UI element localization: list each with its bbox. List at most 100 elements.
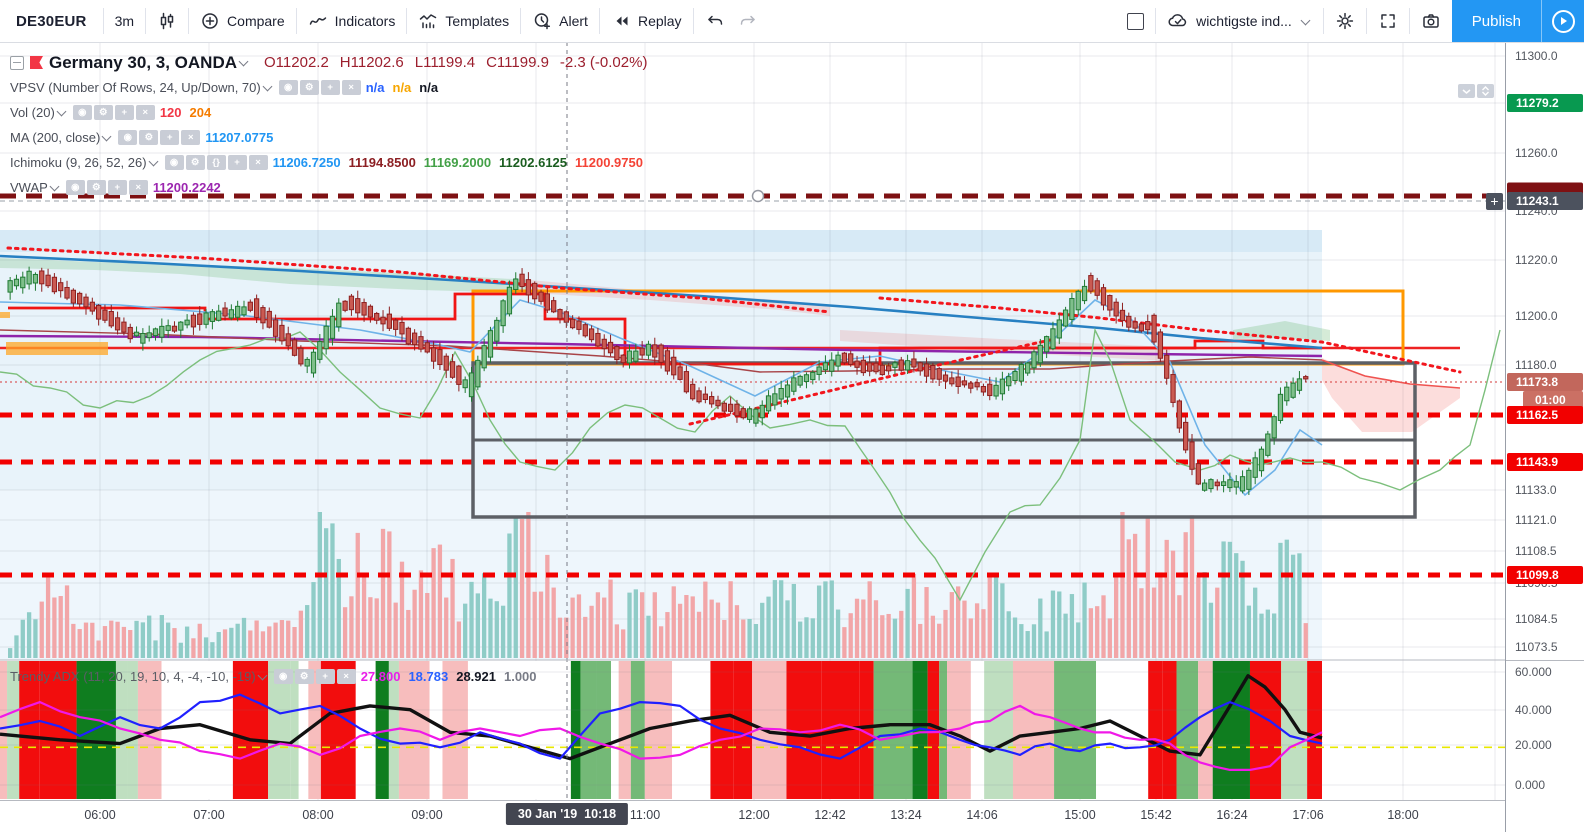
indicator-name[interactable]: Ichimoku (9, 26, 52, 26) (10, 155, 147, 170)
indicator-name[interactable]: MA (200, close) (10, 130, 101, 145)
settings-icon[interactable]: ⚙ (299, 80, 319, 95)
toolbar-separator (692, 8, 694, 34)
pane-maximize-button[interactable] (1477, 84, 1494, 98)
chart-style-button[interactable] (146, 0, 189, 42)
line-drag-handle[interactable] (751, 189, 765, 203)
price-level-label: 11173.8 (1507, 373, 1583, 391)
settings-icon[interactable]: ⚙ (86, 180, 106, 195)
layout-square-icon (1127, 12, 1145, 30)
braces-icon[interactable]: {} (206, 155, 226, 170)
compare-button[interactable]: Compare (189, 0, 296, 42)
symbol-title[interactable]: Germany 30, 3, OANDA (49, 52, 238, 72)
eye-icon[interactable]: ◉ (65, 180, 85, 195)
alert-button[interactable]: Alert (521, 0, 599, 42)
templates-button[interactable]: Templates (407, 0, 521, 42)
eye-icon[interactable]: ◉ (72, 105, 92, 120)
add-icon[interactable]: + (320, 80, 340, 95)
indicator-value: 204 (189, 105, 212, 120)
chevron-down-icon (1300, 15, 1311, 25)
replay-button[interactable]: Replay (599, 0, 693, 42)
lower-pane-legend: Trendy ADX (11, 20, 19, 10, 4, -4, -10, … (10, 664, 545, 689)
add-icon[interactable]: + (107, 180, 127, 195)
close-icon[interactable]: × (135, 105, 155, 120)
time-tick-label: 06:00 (84, 808, 116, 822)
add-icon[interactable]: + (315, 669, 335, 684)
indicator-name[interactable]: Trendy ADX (11, 20, 19, 10, 4, -4, -10, … (10, 669, 256, 684)
close-icon[interactable]: × (336, 669, 356, 684)
indicator-name[interactable]: VWAP (10, 180, 48, 195)
publish-menu-button[interactable] (1542, 0, 1584, 42)
chevron-down-icon (262, 81, 273, 92)
candlestick-series (7, 266, 1309, 496)
close-icon[interactable]: × (128, 180, 148, 195)
symbol-button[interactable]: DE30EUR (0, 0, 103, 42)
interval-button[interactable]: 3m (103, 0, 146, 42)
indicators-button[interactable]: Indicators (296, 0, 407, 42)
collapse-legend-icon[interactable] (10, 55, 24, 70)
ohlc-value: -2.3 (-0.02%) (559, 54, 648, 71)
settings-icon[interactable]: ⚙ (185, 155, 205, 170)
price-level-label: 11162.5 (1507, 406, 1583, 424)
eye-icon[interactable]: ◉ (278, 80, 298, 95)
publish-split-button: Publish (1451, 0, 1584, 42)
close-icon[interactable]: × (181, 130, 201, 145)
indicator-value: 28.921 (456, 669, 496, 684)
indicator-value: 1.000 (503, 669, 537, 684)
indicator-buttons: ◉ ⚙ + × (72, 105, 155, 120)
replay-icon (616, 16, 628, 26)
toolbar-separator (1322, 8, 1324, 34)
time-tick-label: 16:24 (1216, 808, 1248, 822)
indicator-legend-row: MA (200, close) ◉ ⚙ + × 11207.0775 (10, 125, 651, 150)
indicator-value: n/a (365, 80, 385, 95)
toolbar-separator (188, 8, 190, 34)
chevron-down-icon (238, 56, 249, 67)
add-icon[interactable]: + (160, 130, 180, 145)
toolbar-right-group: wichtigste ind... Publish (1116, 0, 1584, 42)
price-tick-label: 11108.5 (1515, 544, 1557, 558)
line-adx (0, 674, 1323, 761)
snapshot-button[interactable] (1409, 0, 1452, 42)
time-tick-label: 18:00 (1387, 808, 1419, 822)
indicator-buttons: ◉ ⚙{} + × (164, 155, 268, 170)
eye-icon[interactable]: ◉ (164, 155, 184, 170)
pane-collapse-button[interactable] (1458, 84, 1475, 98)
arrows-up-down-icon (1482, 86, 1489, 96)
undo-button[interactable] (693, 0, 736, 42)
close-icon[interactable]: × (248, 155, 268, 170)
add-icon[interactable]: + (227, 155, 247, 170)
eye-icon[interactable]: ◉ (273, 669, 293, 684)
toolbar-separator (295, 8, 297, 34)
price-axis[interactable]: 11300.0 11260.0 11240.0 11220.0 11200.0 11180… (1505, 42, 1584, 832)
time-tick-label: 08:00 (302, 808, 334, 822)
time-axis[interactable]: 06:00 07:00 08:00 09:00 11:00 12:00 12:42 13:24… (0, 800, 1584, 832)
saved-layout-dropdown[interactable]: wichtigste ind... (1156, 0, 1323, 42)
settings-icon[interactable]: ⚙ (294, 669, 314, 684)
publish-separator (1541, 0, 1542, 42)
publish-button[interactable]: Publish (1471, 12, 1521, 30)
symbol-legend-row: Germany 30, 3, OANDA O11202.2 H11202.6 L11… (10, 50, 651, 75)
price-tick-label: 11133.0 (1515, 483, 1557, 497)
settings-button[interactable] (1323, 0, 1366, 42)
indicator-tick-label: 40.000 (1515, 703, 1552, 717)
settings-icon[interactable]: ⚙ (139, 130, 159, 145)
close-icon[interactable]: × (341, 80, 361, 95)
layout-button[interactable] (1116, 0, 1156, 42)
fullscreen-button[interactable] (1366, 0, 1409, 42)
redo-button[interactable] (735, 0, 769, 42)
indicator-value: n/a (419, 80, 439, 95)
price-tick-label: 11084.5 (1515, 612, 1558, 626)
add-icon[interactable]: + (114, 105, 134, 120)
crosshair-add-alert-button[interactable]: + (1486, 193, 1503, 210)
indicator-value: n/a (392, 80, 412, 95)
chevron-down-icon (49, 181, 60, 192)
line-di-minus (0, 701, 1323, 771)
chevron-down-icon (1462, 88, 1471, 94)
legend-panel: Germany 30, 3, OANDA O11202.2 H11202.6 L11… (10, 50, 651, 200)
time-tick-label: 07:00 (193, 808, 225, 822)
settings-icon[interactable]: ⚙ (93, 105, 113, 120)
eye-icon[interactable]: ◉ (118, 130, 138, 145)
indicator-name[interactable]: VPSV (Number Of Rows, 24, Up/Down, 70) (10, 80, 261, 95)
indicator-name[interactable]: Vol (20) (10, 105, 55, 120)
indicators-wave-icon (309, 17, 326, 25)
